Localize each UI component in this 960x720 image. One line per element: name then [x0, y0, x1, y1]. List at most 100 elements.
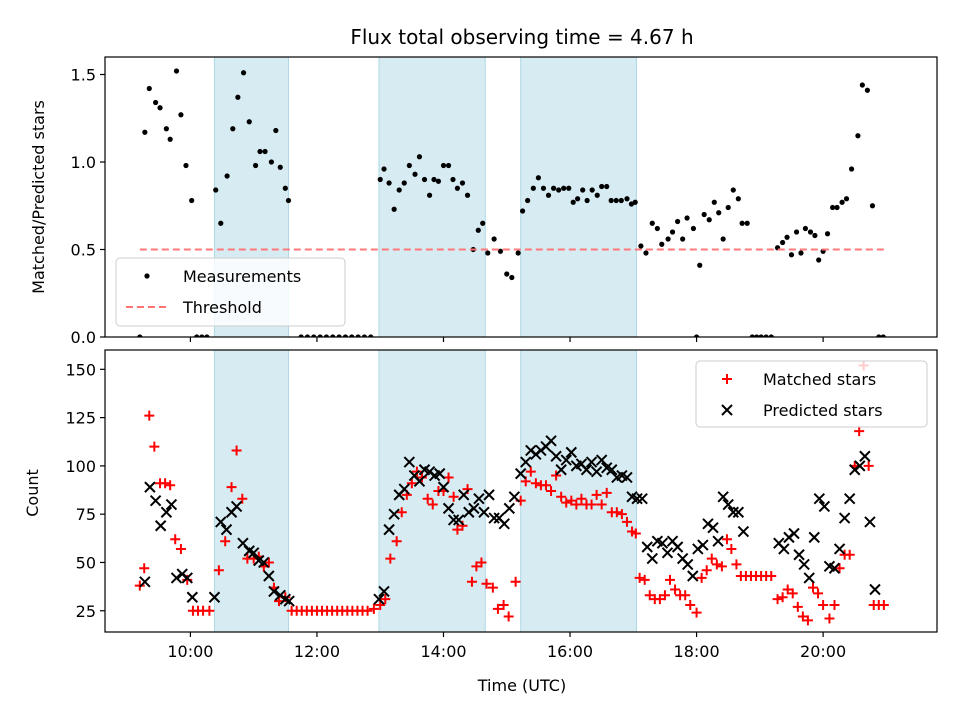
predicted-star-marker [697, 539, 709, 551]
matched-star-marker [691, 607, 702, 618]
axes-frame [104, 56, 938, 338]
measurement-point [213, 187, 219, 193]
matched-star-marker [149, 441, 160, 452]
matched-star-marker [566, 495, 577, 506]
predicted-star-marker [230, 500, 243, 513]
predicted-star-marker [258, 556, 270, 569]
x-tick-label: 18:00 [674, 642, 720, 661]
measurement-point [654, 225, 660, 232]
measurement-point [391, 206, 397, 212]
matched-star-marker [498, 599, 509, 610]
predicted-star-marker [843, 493, 856, 505]
measurement-point [570, 199, 576, 205]
bottom-panel: 25 50 75 100 125 150 10:00 12:00 14:00 16:00 18:00… [65, 349, 938, 661]
matched-star-marker [139, 563, 150, 574]
measurement-point [311, 334, 317, 337]
y-tick-label: 0.0 [71, 328, 96, 347]
matched-star-marker [443, 472, 454, 483]
top-panel: 0.0 0.5 1.0 1.5 Measurements Threshold [71, 56, 938, 347]
matched-star-marker [237, 493, 248, 504]
measurement-point [431, 176, 437, 183]
matched-star-marker [611, 507, 622, 518]
measurement-point [199, 334, 205, 337]
matched-star-marker [813, 588, 824, 599]
matched-star-marker [160, 478, 171, 489]
predicted-star-marker [378, 585, 390, 598]
predicted-star-marker [656, 537, 669, 549]
measurement-point [440, 162, 447, 169]
predicted-star-marker [442, 502, 455, 515]
measurement-point [697, 262, 703, 268]
y-tick-label: 1.5 [71, 66, 96, 85]
measurement-point [336, 334, 342, 337]
measurement-point [608, 197, 614, 204]
matched-star-marker [802, 615, 813, 626]
measurement-point [720, 236, 726, 242]
measurement-point [680, 236, 686, 242]
y-tick-label: 25 [76, 602, 96, 621]
measurement-point [298, 334, 304, 337]
measurement-point [550, 185, 557, 191]
y-tick-label: 0.5 [71, 241, 96, 260]
measurement-point [304, 334, 311, 337]
measurement-point [504, 271, 510, 277]
predicted-star-marker [283, 595, 295, 607]
measurement-point [556, 187, 562, 193]
measurement-point [780, 239, 786, 246]
predicted-star-marker [498, 518, 510, 530]
matched-star-marker [706, 553, 717, 564]
predicted-star-marker [828, 562, 841, 574]
matched-star-marker [696, 572, 707, 583]
measurement-point [540, 185, 547, 191]
measurement-point [735, 196, 741, 202]
measurement-point [730, 187, 736, 193]
axes-frame [104, 349, 938, 633]
measurement-point [361, 334, 368, 337]
predicted-star-marker [585, 456, 598, 468]
predicted-star-marker [473, 493, 485, 505]
predicted-star-marker [565, 446, 578, 459]
measurement-point [659, 241, 665, 247]
matched-star-marker [644, 590, 655, 601]
measurement-point [475, 227, 481, 233]
matched-star-marker [551, 470, 562, 481]
measurement-point [412, 171, 418, 177]
matched-star-marker [601, 487, 612, 498]
measurement-point [396, 187, 402, 193]
measurement-point [566, 185, 572, 191]
measurement-point [377, 176, 383, 183]
measurement-point [848, 166, 855, 172]
measurement-point [839, 199, 845, 205]
measurement-point [561, 185, 567, 191]
matched-star-marker [175, 543, 186, 554]
matched-star-marker [630, 528, 641, 539]
measurement-point [618, 197, 624, 204]
y-tick-label: 1.0 [71, 153, 96, 172]
measurement-point [491, 236, 497, 242]
predicted-star-marker [808, 531, 820, 544]
measurement-point [355, 334, 361, 337]
predicted-star-marker [452, 514, 465, 526]
measurement-point [632, 199, 638, 205]
measurement-point [480, 220, 486, 226]
matched-star-marker [391, 536, 402, 547]
measurement-point [252, 162, 259, 169]
matched-star-marker [427, 499, 438, 510]
matched-star-marker [844, 549, 855, 560]
x-tick-label: 20:00 [800, 642, 846, 661]
measurement-point [690, 225, 697, 232]
matched-star-marker [670, 584, 681, 595]
measurement-point [257, 148, 263, 155]
measurement-point [793, 229, 800, 235]
matched-star-marker [665, 574, 676, 585]
measurement-point [317, 334, 323, 337]
matched-star-marker [701, 565, 712, 576]
measurement-point [146, 85, 152, 92]
predicted-star-marker [514, 467, 527, 480]
measurement-point [594, 192, 600, 198]
predicted-star-marker [263, 570, 275, 582]
measurement-point [525, 197, 531, 204]
measurement-point [189, 197, 195, 204]
predicted-star-marker [717, 491, 729, 503]
predicted-star-marker [722, 498, 734, 511]
